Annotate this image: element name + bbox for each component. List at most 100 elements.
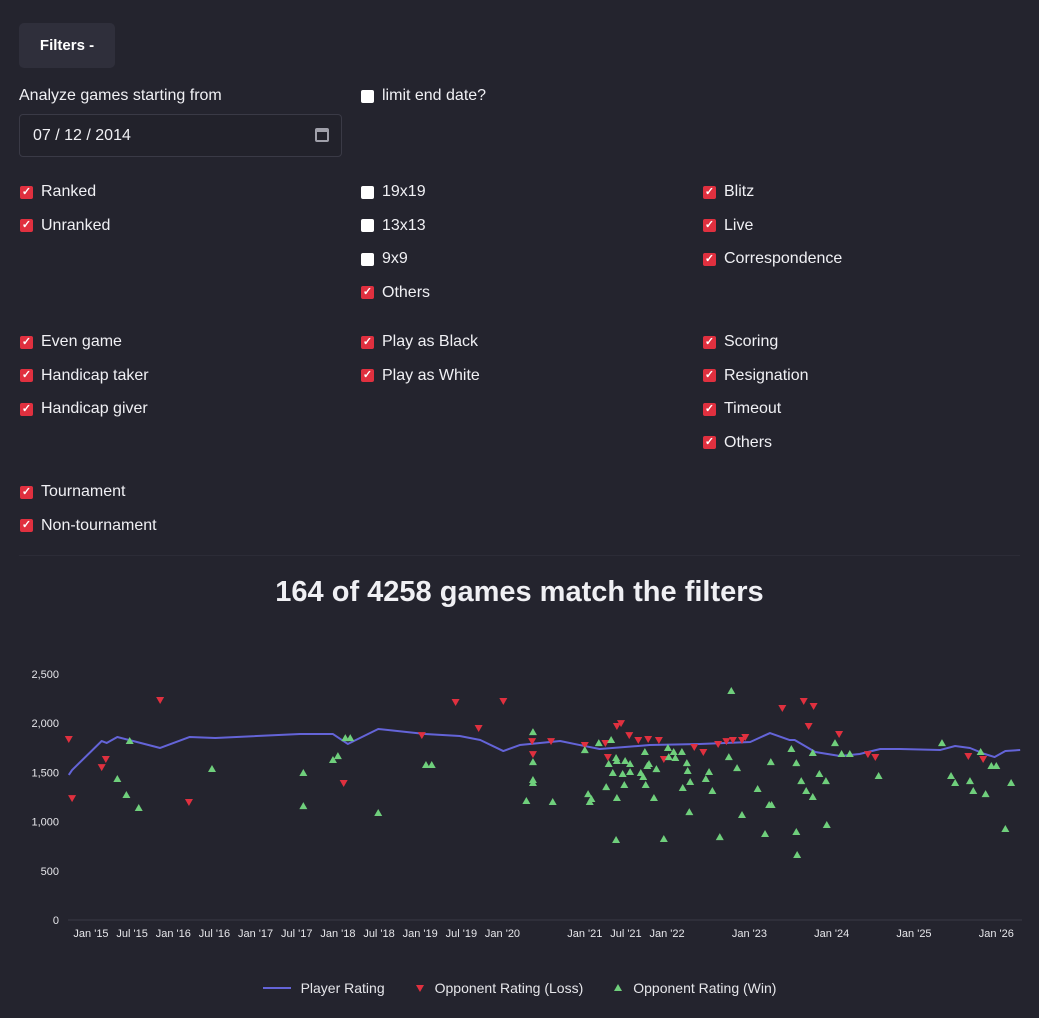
filter-checkbox-timeout[interactable]: ✓ Timeout xyxy=(703,400,781,418)
filter-checkbox-tournament[interactable]: ✓ Tournament xyxy=(20,483,126,501)
checkbox-box[interactable]: ✓ xyxy=(361,369,374,383)
win-point xyxy=(621,757,630,765)
checkbox-label: Blitz xyxy=(724,183,755,200)
filter-checkbox-13x13[interactable]: 13x13 xyxy=(361,217,426,235)
checkbox-box[interactable]: ✓ xyxy=(361,335,374,349)
loss-point xyxy=(612,723,621,731)
win-point xyxy=(724,753,733,761)
line-icon xyxy=(262,987,291,989)
win-point xyxy=(528,758,537,766)
y-tick-label: 1,000 xyxy=(31,817,59,829)
filter-checkbox-resignation[interactable]: ✓ Resignation xyxy=(703,367,809,385)
checkbox-box[interactable] xyxy=(361,185,374,199)
filter-checkbox-play-as-black[interactable]: ✓ Play as Black xyxy=(361,333,478,351)
filter-checkbox-handicap-taker[interactable]: ✓ Handicap taker xyxy=(20,367,149,385)
filter-checkbox-scoring[interactable]: ✓ Scoring xyxy=(703,333,778,351)
win-point xyxy=(427,761,436,769)
checkbox-box[interactable]: ✓ xyxy=(20,402,33,416)
loss-point xyxy=(97,764,106,772)
x-tick-label: Jul '16 xyxy=(199,928,230,940)
checkbox-box[interactable]: ✓ xyxy=(20,335,33,349)
x-tick-label: Jan '23 xyxy=(732,928,767,940)
win-point xyxy=(715,833,724,841)
checkbox-box[interactable]: ✓ xyxy=(20,519,33,533)
calendar-icon[interactable] xyxy=(315,128,329,142)
loss-point xyxy=(68,795,77,803)
win-point xyxy=(686,778,695,786)
win-point xyxy=(626,768,635,776)
checkbox-box[interactable]: ✓ xyxy=(703,219,716,233)
down-triangle-icon xyxy=(415,985,424,992)
y-tick-label: 1,500 xyxy=(31,767,59,779)
loss-point xyxy=(580,742,589,750)
loss-point xyxy=(871,754,880,762)
x-tick-label: Jul '21 xyxy=(610,928,641,940)
win-point xyxy=(528,779,537,787)
filter-checkbox-blitz[interactable]: ✓ Blitz xyxy=(703,183,754,201)
legend-label: Opponent Rating (Win) xyxy=(633,980,777,996)
legend-win[interactable]: Opponent Rating (Win) xyxy=(613,980,776,996)
x-tick-label: Jan '24 xyxy=(814,928,849,940)
checkbox-label: Scoring xyxy=(724,333,779,350)
win-point xyxy=(612,836,621,844)
start-date-input[interactable]: 07 / 12 / 2014 xyxy=(19,114,342,157)
filter-checkbox-correspondence[interactable]: ✓ Correspondence xyxy=(703,250,842,268)
loss-point xyxy=(804,723,813,731)
legend-player-rating[interactable]: Player Rating xyxy=(262,980,385,996)
checkbox-box[interactable]: ✓ xyxy=(703,436,716,450)
loss-point xyxy=(654,737,663,745)
limit-end-date-checkbox[interactable]: limit end date? xyxy=(361,87,486,105)
win-point xyxy=(802,787,811,795)
win-point xyxy=(641,781,650,789)
win-point xyxy=(708,787,717,795)
up-triangle-icon xyxy=(614,984,623,991)
filter-checkbox-9x9[interactable]: 9x9 xyxy=(361,250,408,268)
filters-toggle-button[interactable]: Filters - xyxy=(19,23,115,68)
filter-checkbox-non-tournament[interactable]: ✓ Non-tournament xyxy=(20,517,157,535)
checkbox-box[interactable]: ✓ xyxy=(703,402,716,416)
loss-point xyxy=(528,751,537,759)
checkbox-box[interactable]: ✓ xyxy=(20,485,33,499)
legend-loss[interactable]: Opponent Rating (Loss) xyxy=(415,980,583,996)
loss-point xyxy=(863,751,872,759)
filter-checkbox-handicap-giver[interactable]: ✓ Handicap giver xyxy=(20,400,148,418)
checkbox-box[interactable]: ✓ xyxy=(703,369,716,383)
loss-point xyxy=(634,737,643,745)
filter-checkbox-play-as-white[interactable]: ✓ Play as White xyxy=(361,367,480,385)
win-point xyxy=(947,772,956,780)
win-point xyxy=(677,748,686,756)
filter-checkbox-unranked[interactable]: ✓ Unranked xyxy=(20,217,110,235)
checkbox-box[interactable]: ✓ xyxy=(20,219,33,233)
legend-label: Player Rating xyxy=(300,980,385,996)
checkbox-box[interactable]: ✓ xyxy=(361,286,374,300)
win-point xyxy=(604,760,613,768)
x-tick-label: Jan '21 xyxy=(567,928,602,940)
checkbox-label: Timeout xyxy=(724,400,782,418)
loss-point xyxy=(601,740,610,748)
checkbox-box[interactable]: ✓ xyxy=(703,185,716,199)
win-point xyxy=(937,739,946,747)
filter-checkbox-live[interactable]: ✓ Live xyxy=(703,217,753,235)
filter-checkbox-19x19[interactable]: 19x19 xyxy=(361,183,426,201)
win-point xyxy=(701,775,710,783)
checkbox-box[interactable] xyxy=(361,219,374,233)
win-point xyxy=(659,835,668,843)
checkbox-box[interactable]: ✓ xyxy=(703,335,716,349)
filter-checkbox-even-game[interactable]: ✓ Even game xyxy=(20,333,122,351)
win-point xyxy=(639,773,648,781)
loss-point xyxy=(547,738,556,746)
checkbox-box[interactable]: ✓ xyxy=(703,252,716,266)
checkbox-box[interactable]: ✓ xyxy=(20,369,33,383)
filter-checkbox-others[interactable]: ✓ Others xyxy=(703,434,772,452)
filter-checkbox-ranked[interactable]: ✓ Ranked xyxy=(20,183,96,201)
filter-checkbox-others[interactable]: ✓ Others xyxy=(361,284,430,302)
win-point xyxy=(678,784,687,792)
checkbox-box[interactable] xyxy=(361,89,374,103)
win-point xyxy=(705,768,714,776)
checkbox-box[interactable] xyxy=(361,252,374,266)
win-point xyxy=(122,791,131,799)
checkbox-box[interactable]: ✓ xyxy=(20,185,33,199)
divider xyxy=(19,555,1020,556)
win-point xyxy=(421,761,430,769)
win-point xyxy=(663,744,672,752)
